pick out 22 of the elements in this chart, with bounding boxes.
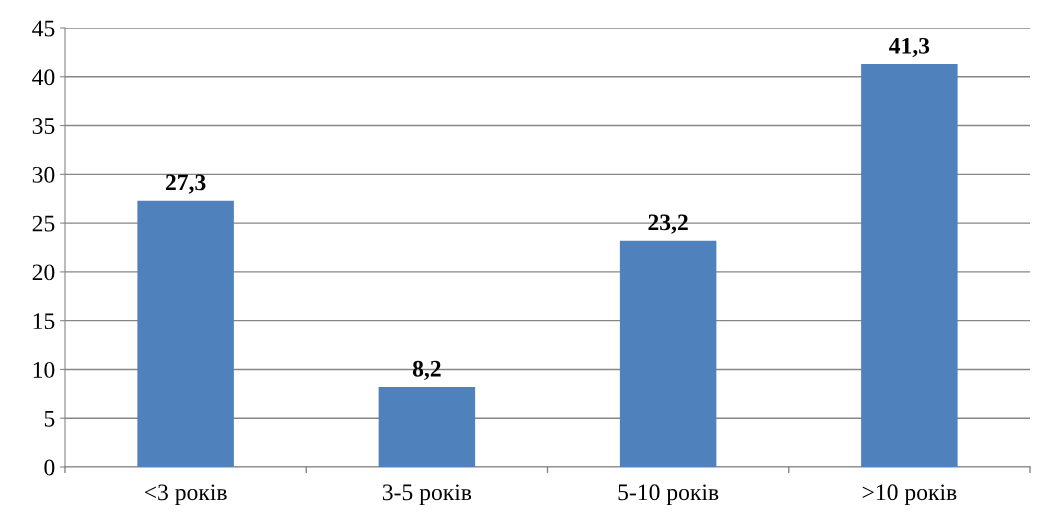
data-label: 23,2 — [648, 214, 688, 234]
y-tick-label: 15 — [33, 313, 55, 330]
y-tick-label: 35 — [32, 118, 55, 134]
y-tick-label: 5 — [44, 410, 55, 427]
data-label: 27,3 — [165, 174, 206, 194]
bar — [619, 240, 717, 467]
x-tick-label: 5-10 років — [618, 484, 719, 506]
bar — [378, 387, 476, 467]
data-label: 41,3 — [889, 37, 930, 58]
y-tick-label: 10 — [33, 361, 55, 378]
bar — [861, 64, 958, 467]
y-tick-label: 20 — [32, 264, 55, 281]
bar — [137, 200, 234, 467]
y-tick-label: 45 — [32, 20, 55, 37]
y-tick-label: 40 — [32, 69, 55, 86]
x-tick-label: 3-5 років — [382, 484, 472, 506]
data-label: 8,2 — [412, 360, 441, 381]
y-tick-label: 30 — [32, 166, 55, 183]
x-tick-label: <3 років — [144, 484, 227, 506]
y-tick-label: 0 — [44, 459, 55, 476]
x-tick-label: >10 років — [862, 484, 957, 506]
y-tick-label: 25 — [32, 215, 55, 232]
